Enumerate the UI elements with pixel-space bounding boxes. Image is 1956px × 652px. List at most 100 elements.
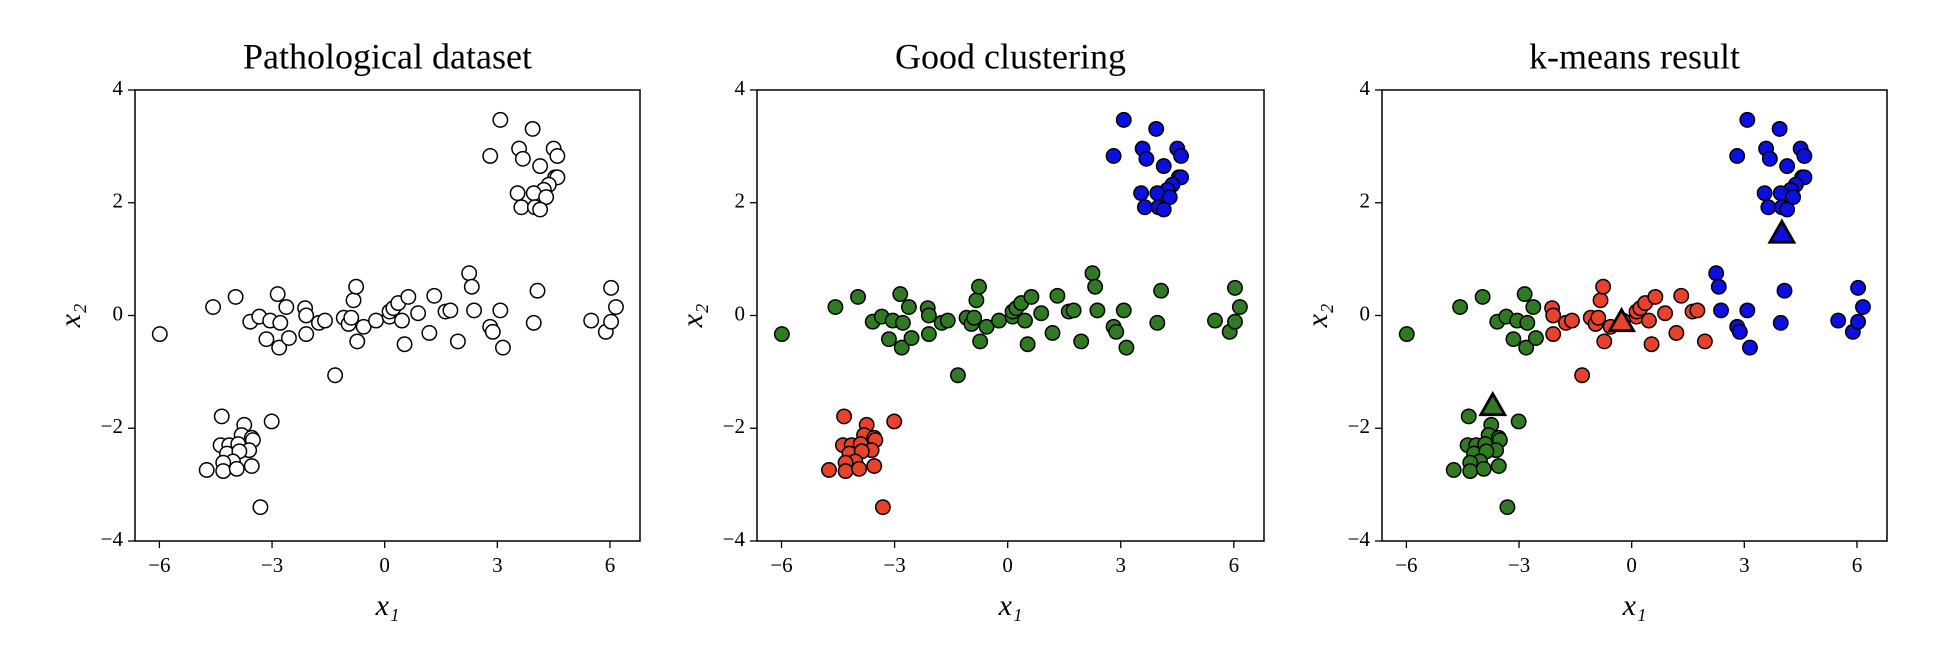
data-point [1227, 279, 1243, 296]
data-point [1136, 199, 1153, 216]
y-tick-label: −4 [101, 527, 124, 551]
y-axis-label: x₂ [1301, 304, 1334, 329]
data-point [1227, 313, 1243, 330]
data-point [349, 333, 366, 350]
centroid-marker [1607, 306, 1636, 333]
data-point [205, 299, 222, 315]
data-point [603, 313, 620, 330]
data-point [892, 286, 909, 303]
data-point [1475, 460, 1492, 477]
data-point [894, 314, 911, 331]
data-point [1779, 158, 1796, 175]
data-point [461, 265, 478, 282]
data-point [1089, 302, 1106, 319]
data-point [1087, 278, 1104, 295]
data-point [1855, 299, 1871, 315]
y-tick-label: 2 [113, 189, 124, 213]
data-point [1207, 312, 1223, 329]
y-tick-label: 4 [735, 76, 746, 100]
data-point [1830, 312, 1847, 329]
y-tick-label: 2 [1360, 189, 1371, 213]
data-point [198, 462, 215, 478]
x-tick-label: 0 [1002, 553, 1013, 577]
data-point [1776, 282, 1793, 299]
data-point [850, 288, 866, 305]
data-point [1590, 309, 1607, 326]
data-point [532, 201, 549, 218]
x-axis-label: x₁ [375, 589, 400, 622]
data-point [1772, 314, 1789, 331]
data-point [773, 326, 790, 343]
data-point [509, 185, 526, 202]
data-point [1592, 292, 1609, 309]
x-tick-label: −3 [261, 553, 283, 577]
plot-frame [756, 89, 1265, 542]
data-point [151, 326, 168, 343]
plot-frame [134, 89, 641, 542]
data-point [228, 460, 245, 477]
data-point [608, 299, 624, 315]
data-point [583, 312, 600, 329]
data-point [1595, 278, 1612, 295]
data-point [484, 323, 501, 340]
data-point [1731, 323, 1748, 340]
data-point [213, 408, 230, 425]
data-point [1510, 413, 1527, 430]
data-point [532, 158, 549, 175]
data-point [874, 499, 891, 516]
data-point [355, 318, 372, 335]
data-point [1729, 148, 1746, 164]
data-point [1155, 158, 1172, 175]
data-point [1739, 302, 1756, 319]
y-tick-label: 0 [735, 301, 746, 325]
data-point [978, 318, 995, 335]
data-point [603, 279, 620, 296]
data-point [482, 148, 499, 164]
plot-frame [1381, 89, 1888, 542]
x-tick-label: 3 [1739, 553, 1750, 577]
data-point [1155, 201, 1172, 218]
data-point [866, 458, 883, 474]
data-point [549, 148, 566, 164]
data-point [971, 278, 987, 295]
data-point [525, 314, 542, 331]
data-point [1525, 299, 1542, 315]
x-tick-label: 0 [379, 553, 390, 577]
data-point [1118, 339, 1135, 356]
data-point [343, 309, 360, 326]
data-point [821, 462, 837, 478]
subplot: Pathological dataset x₁ x₂ −6 −3 0 3 6 −4 −2 0 2 4 [54, 36, 641, 622]
chart-title: Pathological dataset [243, 36, 532, 76]
y-tick-label: 0 [113, 301, 124, 325]
data-point [991, 312, 1007, 329]
data-point [269, 286, 286, 303]
data-point [421, 325, 438, 341]
data-point [1460, 408, 1477, 425]
data-point [513, 199, 530, 216]
y-axis-label: x₂ [54, 304, 87, 329]
data-point [1647, 288, 1664, 305]
data-point [1505, 331, 1522, 348]
data-point [1044, 325, 1061, 341]
data-point [1490, 458, 1507, 474]
data-point [1574, 367, 1591, 384]
x-tick-label: 3 [492, 553, 503, 577]
x-axis-label: x₁ [998, 589, 1023, 622]
data-point [298, 307, 315, 324]
y-tick-label: −2 [723, 414, 745, 438]
y-tick-label: −4 [1348, 527, 1371, 551]
data-point [1115, 302, 1132, 319]
data-point [1115, 111, 1132, 128]
data-point [1149, 314, 1166, 331]
x-tick-label: 3 [1116, 553, 1127, 577]
data-point [1065, 302, 1082, 319]
data-point [227, 288, 244, 305]
data-point [298, 326, 315, 343]
data-point [278, 299, 295, 315]
data-point [1023, 288, 1040, 305]
data-point [1161, 189, 1178, 206]
data-point [442, 302, 459, 319]
data-point [1033, 305, 1050, 322]
